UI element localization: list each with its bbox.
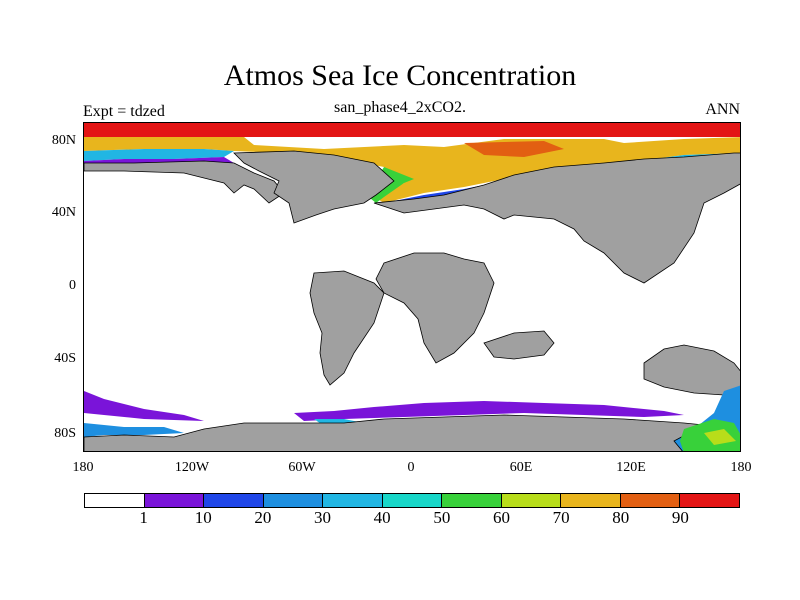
colorbar <box>84 493 740 508</box>
colorbar-tick-label: 70 <box>552 508 570 527</box>
sea-ice-map <box>83 122 741 452</box>
lon-label-120e: 120E <box>616 460 646 475</box>
lon-label-120w: 120W <box>174 460 210 475</box>
lat-label-80s: 80S <box>54 426 76 441</box>
lat-label-40s: 40S <box>54 351 76 366</box>
lon-label-60w: 60W <box>288 460 316 475</box>
colorbar-tick-label: 10 <box>194 508 212 527</box>
colorbar-segment <box>85 494 145 507</box>
lat-label-0: 0 <box>69 278 76 293</box>
lon-label-0: 0 <box>407 460 415 475</box>
colorbar-segment <box>680 494 740 507</box>
experiment-label: Expt = tdzed <box>83 103 165 120</box>
colorbar-segment <box>144 494 205 507</box>
colorbar-tick-label: 20 <box>254 508 272 527</box>
lat-label-80n: 80N <box>51 133 76 148</box>
lon-label-180e: 180 <box>730 460 752 475</box>
colorbar-segment <box>204 494 264 507</box>
period-label: ANN <box>705 101 740 118</box>
colorbar-tick-label: 40 <box>373 508 391 527</box>
colorbar-tick-label: 80 <box>612 508 630 527</box>
colorbar-segment <box>561 494 621 507</box>
lon-label-60e: 60E <box>509 460 533 475</box>
colorbar-segment <box>501 494 562 507</box>
colorbar-tick-label: 60 <box>492 508 510 527</box>
colorbar-segment <box>620 494 681 507</box>
colorbar-segment <box>263 494 324 507</box>
colorbar-tick-label: 30 <box>314 508 332 527</box>
colorbar-tick-label: 50 <box>433 508 451 527</box>
chart-title: Atmos Sea Ice Concentration <box>223 59 577 92</box>
lat-label-40n: 40N <box>51 205 76 220</box>
lon-label-180w: 180 <box>72 460 94 475</box>
colorbar-tick-label: 90 <box>671 508 689 527</box>
colorbar-segment <box>382 494 443 507</box>
chart-subtitle: san_phase4_2xCO2. <box>334 99 466 116</box>
colorbar-tick-label: 1 <box>139 508 148 527</box>
colorbar-segment <box>323 494 383 507</box>
colorbar-segment <box>442 494 502 507</box>
